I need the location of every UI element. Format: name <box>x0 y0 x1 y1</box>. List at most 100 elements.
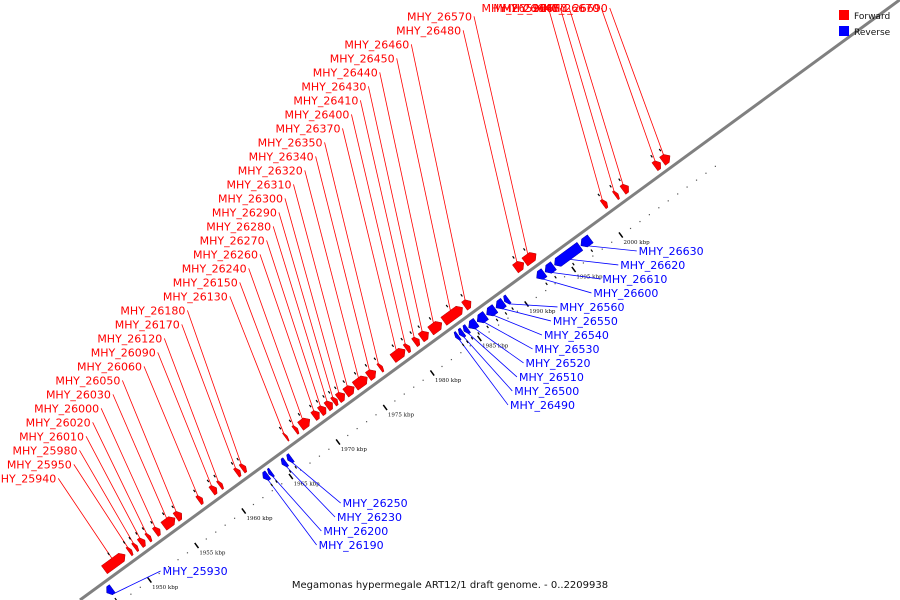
gene-label-mhy-26200[interactable]: MHY_26200 <box>323 525 388 538</box>
gene-label-mhy-26540[interactable]: MHY_26540 <box>544 329 609 342</box>
gene-label-mhy-25940[interactable]: MHY_25940 <box>0 472 56 485</box>
gene-label-mhy-26440[interactable]: MHY_26440 <box>313 66 378 79</box>
gene-arrow-mhy-26340[interactable] <box>364 369 377 381</box>
gene-arrow-mhy-26320[interactable] <box>351 375 368 391</box>
gene-arrow-mhy-26200[interactable] <box>267 467 275 478</box>
gene-label-mhy-26640[interactable]: MHY_26640 <box>493 2 558 15</box>
gene-label-mhy-26030[interactable]: MHY_26030 <box>46 388 111 401</box>
gene-arrow-mhy-26250[interactable] <box>286 453 295 464</box>
gene-arrow-mhy-26000[interactable] <box>151 526 161 537</box>
gene-label-mhy-26500[interactable]: MHY_26500 <box>514 385 579 398</box>
gene-arrow-mhy-26120[interactable] <box>216 480 224 490</box>
gene-label-mhy-26000[interactable]: MHY_26000 <box>34 402 99 415</box>
gene-label-mhy-26010[interactable]: MHY_26010 <box>19 430 84 443</box>
gene-arrow-mhy-26270[interactable] <box>316 405 327 417</box>
gene-label-mhy-26280[interactable]: MHY_26280 <box>206 220 271 233</box>
gene-label-mhy-26670[interactable]: MHY_26670 <box>534 2 599 15</box>
gene-arrow-mhy-26610[interactable] <box>544 261 557 274</box>
gene-label-mhy-26310[interactable]: MHY_26310 <box>226 178 291 191</box>
gene-arrow-mhy-26020[interactable] <box>144 532 153 543</box>
gene-label-mhy-26450[interactable]: MHY_26450 <box>330 52 395 65</box>
gene-label-mhy-26340[interactable]: MHY_26340 <box>249 150 314 163</box>
gene-label-mhy-26690[interactable]: MHY_26690 <box>543 2 608 15</box>
gene-label-mhy-26350[interactable]: MHY_26350 <box>258 136 323 149</box>
gene-arrow-mhy-25940[interactable] <box>101 553 126 575</box>
gene-label-mhy-26290[interactable]: MHY_26290 <box>212 206 277 219</box>
gene-arrow-mhy-26400[interactable] <box>402 343 412 354</box>
gene-arrow-mhy-26550[interactable] <box>495 297 507 310</box>
gene-label-mhy-26460[interactable]: MHY_26460 <box>344 38 409 51</box>
gene-arrow-mhy-26460[interactable] <box>461 299 472 311</box>
gene-label-mhy-26520[interactable]: MHY_26520 <box>526 357 591 370</box>
gene-label-mhy-26250[interactable]: MHY_26250 <box>343 497 408 510</box>
gene-label-mhy-26120[interactable]: MHY_26120 <box>97 332 162 345</box>
gene-label-mhy-26260[interactable]: MHY_26260 <box>193 248 258 261</box>
gene-arrow-mhy-26570[interactable] <box>521 252 537 267</box>
gene-label-mhy-26490[interactable]: MHY_26490 <box>510 399 575 412</box>
gene-label-mhy-26610[interactable]: MHY_26610 <box>602 273 667 286</box>
gene-label-mhy-26630[interactable]: MHY_26630 <box>639 245 704 258</box>
gene-arrow-mhy-26450[interactable] <box>440 305 463 326</box>
gene-label-mhy-26560[interactable]: MHY_26560 <box>559 301 624 314</box>
gene-label-mhy-26400[interactable]: MHY_26400 <box>284 108 349 121</box>
gene-label-mhy-26150[interactable]: MHY_26150 <box>173 276 238 289</box>
gene-arrow-mhy-26010[interactable] <box>136 537 146 548</box>
gene-label-mhy-26130[interactable]: MHY_26130 <box>163 290 228 303</box>
gene-arrow-mhy-26480[interactable] <box>512 261 525 274</box>
gene-label-mhy-26430[interactable]: MHY_26430 <box>301 80 366 93</box>
gene-arrow-mhy-26630[interactable] <box>580 234 594 248</box>
gene-arrow-mhy-26540[interactable] <box>486 304 499 317</box>
gene-label-mhy-26060[interactable]: MHY_26060 <box>77 360 142 373</box>
gene-arrow-mhy-26190[interactable] <box>262 470 272 481</box>
gene-arrow-mhy-26030[interactable] <box>160 516 176 531</box>
gene-arrow-mhy-26440[interactable] <box>427 321 443 336</box>
gene-label-mhy-26190[interactable]: MHY_26190 <box>319 539 384 552</box>
gene-label-mhy-26550[interactable]: MHY_26550 <box>553 315 618 328</box>
gene-arrow-mhy-25950[interactable] <box>125 546 134 557</box>
gene-arrow-mhy-26510[interactable] <box>462 324 472 335</box>
gene-arrow-mhy-26150[interactable] <box>291 424 300 435</box>
gene-arrow-mhy-26670[interactable] <box>651 160 661 172</box>
gene-label-mhy-25980[interactable]: MHY_25980 <box>12 444 77 457</box>
gene-arrow-mhy-26240[interactable] <box>297 417 311 431</box>
gene-label-mhy-26410[interactable]: MHY_26410 <box>293 94 358 107</box>
gene-arrow-mhy-25980[interactable] <box>131 542 140 553</box>
gene-arrow-mhy-26130[interactable] <box>282 432 290 442</box>
gene-arrow-mhy-26280[interactable] <box>323 400 333 412</box>
gene-arrow-mhy-26260[interactable] <box>310 410 320 421</box>
gene-label-mhy-26020[interactable]: MHY_26020 <box>26 416 91 429</box>
gene-label-mhy-26590[interactable]: MHY_26590 <box>481 2 546 15</box>
gene-label-mhy-26570[interactable]: MHY_26570 <box>407 10 472 23</box>
gene-arrow-mhy-26530[interactable] <box>476 311 489 324</box>
gene-label-mhy-26530[interactable]: MHY_26530 <box>535 343 600 356</box>
gene-label-mhy-26510[interactable]: MHY_26510 <box>519 371 584 384</box>
gene-label-mhy-26300[interactable]: MHY_26300 <box>218 192 283 205</box>
gene-label-mhy-26650[interactable]: MHY_26650 <box>502 2 567 15</box>
gene-arrow-mhy-26500[interactable] <box>457 327 467 338</box>
gene-arrow-mhy-26060[interactable] <box>195 495 204 506</box>
gene-label-mhy-25930[interactable]: MHY_25930 <box>163 565 228 578</box>
gene-arrow-mhy-26170[interactable] <box>233 467 242 478</box>
gene-arrow-mhy-26230[interactable] <box>280 457 290 468</box>
gene-label-mhy-26170[interactable]: MHY_26170 <box>115 318 180 331</box>
gene-label-mhy-26090[interactable]: MHY_26090 <box>91 346 156 359</box>
gene-arrow-mhy-26050[interactable] <box>172 510 183 522</box>
gene-arrow-mhy-26600[interactable] <box>536 268 548 280</box>
gene-arrow-mhy-26350[interactable] <box>376 362 385 373</box>
gene-label-mhy-25950[interactable]: MHY_25950 <box>7 458 72 471</box>
gene-arrow-mhy-26290[interactable] <box>330 396 339 407</box>
gene-arrow-mhy-26640[interactable] <box>611 190 620 201</box>
gene-arrow-mhy-26590[interactable] <box>599 199 609 210</box>
gene-label-mhy-26370[interactable]: MHY_26370 <box>275 122 340 135</box>
gene-arrow-mhy-26370[interactable] <box>389 348 406 363</box>
gene-arrow-mhy-26310[interactable] <box>342 385 355 398</box>
gene-arrow-mhy-26490[interactable] <box>453 331 462 341</box>
gene-label-mhy-26050[interactable]: MHY_26050 <box>55 374 120 387</box>
gene-arrow-mhy-26090[interactable] <box>208 485 218 496</box>
gene-label-mhy-26320[interactable]: MHY_26320 <box>238 164 303 177</box>
gene-label-mhy-26230[interactable]: MHY_26230 <box>337 511 402 524</box>
gene-label-mhy-26620[interactable]: MHY_26620 <box>620 259 685 272</box>
gene-label-mhy-26180[interactable]: MHY_26180 <box>120 304 185 317</box>
gene-label-mhy-26480[interactable]: MHY_26480 <box>396 24 461 37</box>
gene-arrow-mhy-26430[interactable] <box>417 330 429 343</box>
